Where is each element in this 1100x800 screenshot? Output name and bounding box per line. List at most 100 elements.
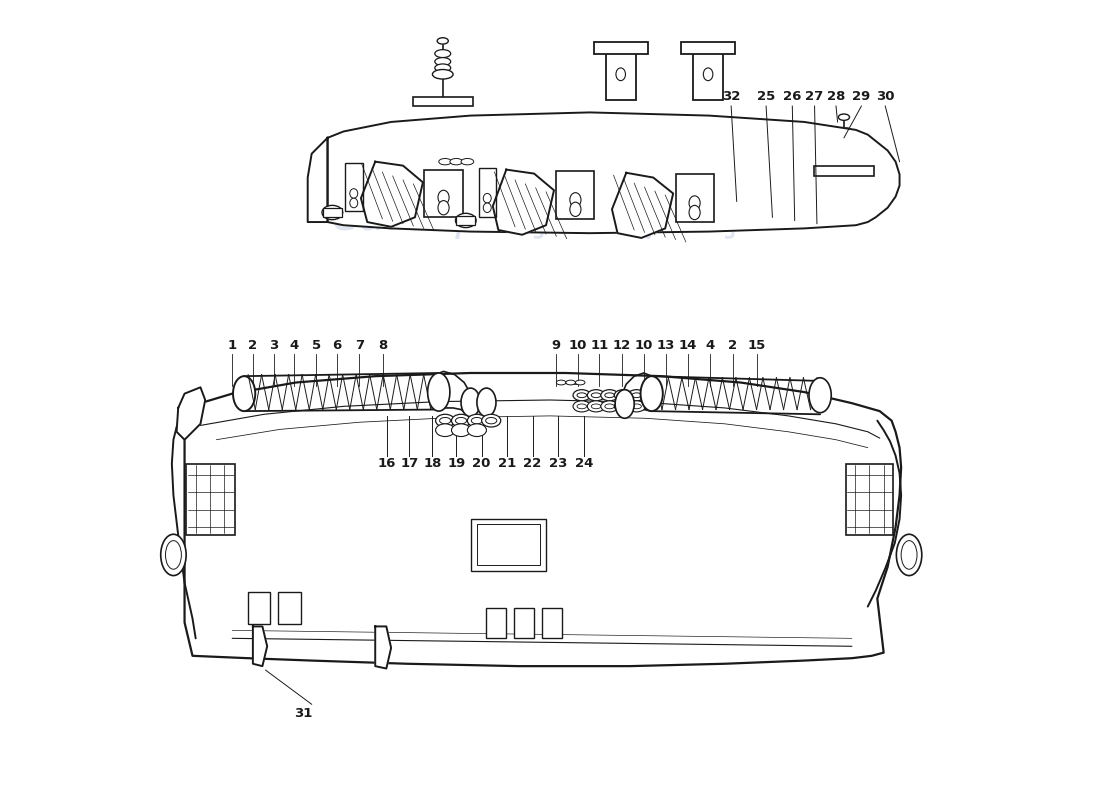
Ellipse shape [836, 135, 851, 143]
Text: 10: 10 [569, 339, 587, 353]
Bar [814, 166, 874, 176]
Polygon shape [185, 373, 901, 666]
Text: 25: 25 [757, 90, 776, 103]
Bar [249, 592, 271, 624]
Text: 32: 32 [722, 90, 740, 103]
Ellipse shape [616, 68, 626, 81]
Text: 13: 13 [657, 339, 675, 353]
Polygon shape [308, 138, 328, 222]
Bar [486, 608, 506, 638]
Text: 4: 4 [289, 339, 299, 353]
Ellipse shape [587, 390, 605, 401]
Bar [322, 208, 342, 218]
Text: 8: 8 [378, 339, 388, 353]
Polygon shape [612, 173, 673, 238]
Ellipse shape [808, 378, 832, 413]
Bar [345, 163, 363, 211]
Ellipse shape [440, 418, 451, 424]
Ellipse shape [896, 534, 922, 575]
Ellipse shape [689, 206, 701, 220]
Text: 2: 2 [728, 339, 737, 353]
Bar [542, 608, 562, 638]
Ellipse shape [434, 58, 451, 66]
Bar [477, 524, 540, 566]
Ellipse shape [615, 390, 635, 418]
Text: eurosparçs: eurosparçs [547, 562, 792, 604]
Text: 9: 9 [552, 339, 561, 353]
Bar [471, 519, 546, 571]
Ellipse shape [450, 158, 463, 165]
Ellipse shape [570, 202, 581, 217]
Ellipse shape [838, 114, 849, 120]
Ellipse shape [605, 404, 614, 409]
Ellipse shape [578, 404, 586, 409]
Ellipse shape [836, 127, 851, 135]
Ellipse shape [455, 418, 466, 424]
Ellipse shape [573, 401, 591, 412]
Polygon shape [493, 170, 554, 234]
Ellipse shape [482, 414, 500, 427]
Text: 27: 27 [805, 90, 824, 103]
Ellipse shape [461, 388, 480, 417]
Ellipse shape [434, 64, 451, 72]
Text: 22: 22 [524, 457, 541, 470]
Text: 24: 24 [575, 457, 593, 470]
Ellipse shape [565, 380, 575, 385]
Ellipse shape [605, 393, 614, 398]
Ellipse shape [434, 50, 451, 58]
Ellipse shape [322, 206, 343, 220]
Ellipse shape [578, 393, 586, 398]
Bar [675, 174, 714, 222]
Text: 1: 1 [228, 339, 236, 353]
Text: 29: 29 [852, 90, 870, 103]
Ellipse shape [461, 158, 474, 165]
Ellipse shape [437, 38, 449, 44]
Text: 10: 10 [635, 339, 653, 353]
Ellipse shape [601, 390, 618, 401]
Ellipse shape [592, 393, 601, 398]
Text: 15: 15 [747, 339, 766, 353]
Ellipse shape [573, 390, 591, 401]
Bar [456, 216, 475, 226]
Text: 12: 12 [613, 339, 630, 353]
Ellipse shape [703, 68, 713, 81]
Bar [594, 42, 648, 54]
Ellipse shape [628, 390, 646, 401]
Ellipse shape [483, 203, 492, 213]
Bar [606, 52, 636, 100]
Text: 2: 2 [249, 339, 257, 353]
Ellipse shape [483, 194, 492, 203]
Ellipse shape [614, 390, 631, 401]
Ellipse shape [451, 424, 471, 437]
Bar [425, 170, 463, 218]
Text: 14: 14 [679, 339, 697, 353]
Text: 5: 5 [312, 339, 321, 353]
Ellipse shape [631, 404, 641, 409]
Text: 3: 3 [268, 339, 278, 353]
Ellipse shape [486, 418, 497, 424]
Ellipse shape [428, 373, 450, 411]
Bar [186, 463, 235, 535]
Bar [693, 52, 723, 100]
Text: 23: 23 [549, 457, 568, 470]
Bar [278, 592, 300, 624]
Bar [412, 97, 473, 106]
Ellipse shape [438, 190, 449, 205]
Ellipse shape [455, 214, 476, 228]
Polygon shape [177, 387, 206, 440]
Ellipse shape [468, 414, 486, 427]
Ellipse shape [438, 201, 449, 215]
Text: 16: 16 [378, 457, 396, 470]
Text: 26: 26 [783, 90, 802, 103]
Ellipse shape [835, 162, 854, 171]
Ellipse shape [165, 541, 182, 570]
Ellipse shape [350, 198, 358, 208]
Ellipse shape [350, 189, 358, 198]
Bar [557, 171, 594, 219]
Ellipse shape [472, 418, 483, 424]
Bar [681, 42, 735, 54]
Text: 18: 18 [424, 457, 441, 470]
Bar [478, 168, 496, 218]
Ellipse shape [631, 393, 641, 398]
Text: 17: 17 [400, 457, 418, 470]
